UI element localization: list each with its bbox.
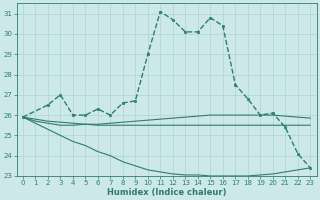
X-axis label: Humidex (Indice chaleur): Humidex (Indice chaleur) [107,188,226,197]
